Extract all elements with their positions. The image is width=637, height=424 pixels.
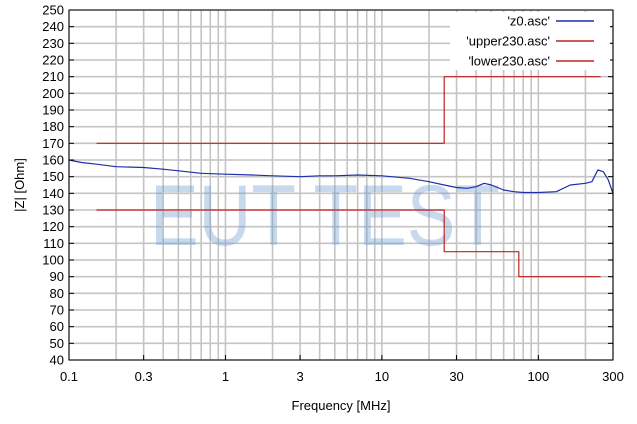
y-tick-label: 190 <box>42 103 64 118</box>
x-tick-label: 30 <box>449 369 463 384</box>
y-tick-label: 170 <box>42 136 64 151</box>
y-tick-label: 180 <box>42 119 64 134</box>
y-tick-label: 100 <box>42 253 64 268</box>
y-tick-label: 120 <box>42 219 64 234</box>
y-tick-label: 70 <box>50 303 64 318</box>
x-tick-label: 1 <box>222 369 229 384</box>
y-tick-label: 60 <box>50 319 64 334</box>
x-tick-label: 300 <box>602 369 624 384</box>
y-axis-label: |Z| [Ohm] <box>12 158 27 212</box>
y-tick-label: 210 <box>42 69 64 84</box>
legend-label: 'upper230.asc' <box>466 34 550 49</box>
series-line-1 <box>96 76 601 144</box>
x-tick-label: 10 <box>375 369 389 384</box>
x-tick-label: 100 <box>528 369 550 384</box>
x-tick-label: 3 <box>296 369 303 384</box>
y-tick-label: 90 <box>50 269 64 284</box>
legend-label: 'z0.asc' <box>507 14 550 29</box>
legend-label: 'lower230.asc' <box>468 54 550 69</box>
y-tick-label: 110 <box>43 236 64 251</box>
x-tick-label: 0.1 <box>60 369 78 384</box>
y-tick-label: 50 <box>50 336 64 351</box>
y-tick-label: 130 <box>42 203 64 218</box>
x-axis-label: Frequency [MHz] <box>292 398 391 413</box>
x-tick-labels: 0.1 0.3 1 3 10 30 100 300 <box>60 355 624 384</box>
y-tick-label: 250 <box>42 3 64 18</box>
y-tick-label: 140 <box>42 186 64 201</box>
y-tick-label: 40 <box>50 353 64 368</box>
series-line-2 <box>96 209 601 278</box>
y-tick-label: 220 <box>42 53 64 68</box>
y-tick-label: 160 <box>42 153 64 168</box>
y-tick-label: 200 <box>42 86 64 101</box>
x-tick-label: 0.3 <box>135 369 153 384</box>
y-tick-label: 240 <box>42 19 64 34</box>
y-tick-label: 150 <box>42 169 64 184</box>
series-line-0 <box>68 159 614 194</box>
grid <box>68 9 614 361</box>
plot-frame <box>68 9 614 361</box>
legend: 'z0.asc' 'upper230.asc' 'lower230.asc' <box>450 12 610 70</box>
y-tick-label: 230 <box>42 36 64 51</box>
watermark: EUT TEST <box>150 168 500 264</box>
series-group <box>68 76 614 278</box>
y-tick-label: 80 <box>50 286 64 301</box>
